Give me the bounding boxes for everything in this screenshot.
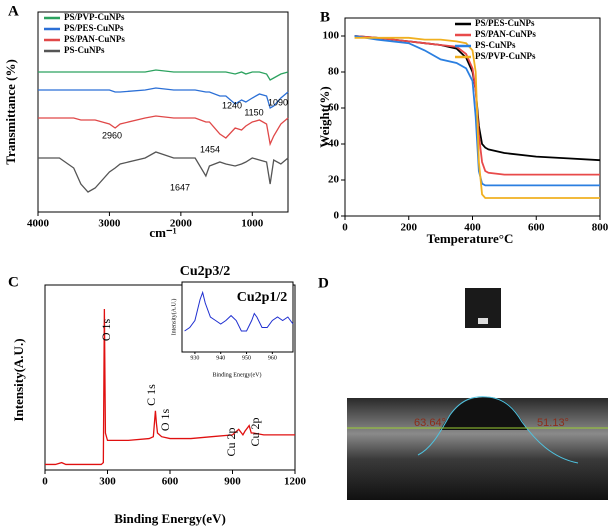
y-axis-label: Intensity(A.U.) bbox=[170, 299, 177, 336]
peak-label: Cu 2p bbox=[224, 427, 238, 456]
panel-label: D bbox=[318, 275, 329, 291]
peak-label: O 1s bbox=[158, 409, 172, 432]
y-tick-label: 0 bbox=[334, 210, 340, 222]
y-tick-label: 60 bbox=[328, 102, 340, 114]
droplet bbox=[440, 397, 528, 430]
annotation: 1647 bbox=[170, 182, 190, 192]
x-tick-label: 200 bbox=[401, 222, 418, 234]
x-tick-label: 800 bbox=[592, 222, 609, 234]
annotation: 1454 bbox=[200, 144, 220, 154]
x-axis-label: Temperature°C bbox=[427, 231, 514, 246]
peak-label: O 1s bbox=[99, 319, 113, 342]
needle-tip bbox=[478, 318, 488, 324]
x-axis-label: Binding Energy(eV) bbox=[114, 511, 226, 526]
y-tick-label: 100 bbox=[323, 30, 340, 42]
series-line bbox=[38, 69, 289, 81]
legend-label: PS/PES-CuNPs bbox=[475, 18, 535, 28]
x-tick-label: 950 bbox=[242, 355, 251, 361]
y-axis-label: Weight(%) bbox=[317, 86, 332, 147]
legend-label: PS/PAN-CuNPs bbox=[475, 29, 536, 39]
series-line bbox=[354, 35, 600, 187]
x-tick-label: 0 bbox=[342, 222, 348, 234]
annotation: Cu2p1/2 bbox=[237, 290, 288, 305]
x-tick-label: 600 bbox=[162, 476, 179, 488]
left-angle: 63.64° bbox=[414, 417, 446, 429]
x-tick-label: 0 bbox=[42, 476, 48, 488]
x-tick-label: 600 bbox=[528, 222, 545, 234]
x-axis-label: Binding Energy(eV) bbox=[212, 371, 261, 378]
series-line bbox=[38, 115, 289, 147]
y-tick-label: 80 bbox=[328, 66, 340, 78]
series-line bbox=[38, 87, 289, 109]
legend-label: PS-CuNPs bbox=[475, 40, 516, 50]
annotation: 2960 bbox=[102, 130, 122, 140]
panel-label: A bbox=[8, 3, 19, 19]
x-tick-label: 960 bbox=[268, 355, 277, 361]
y-tick-label: 20 bbox=[328, 174, 340, 186]
plot-frame bbox=[344, 17, 601, 217]
x-tick-label: 930 bbox=[190, 355, 199, 361]
annotation: 1090 bbox=[268, 97, 288, 107]
legend-label: PS-CuNPs bbox=[64, 45, 105, 55]
x-axis-label: cm⁻¹ bbox=[149, 225, 176, 240]
plot-frame bbox=[37, 11, 289, 213]
legend-label: PS/PVP-CuNPs bbox=[475, 51, 536, 61]
panel-label: B bbox=[320, 9, 330, 25]
panel-label: C bbox=[8, 274, 19, 290]
annotation: 1150 bbox=[244, 107, 263, 117]
x-tick-label: 1000 bbox=[241, 218, 264, 230]
peak-label: Cu 2p bbox=[248, 417, 262, 446]
legend-label: PS/PAN-CuNPs bbox=[64, 34, 125, 44]
series-line bbox=[38, 151, 289, 193]
x-tick-label: 3000 bbox=[98, 218, 121, 230]
peak-label: C 1s bbox=[144, 384, 158, 406]
x-tick-label: 940 bbox=[216, 355, 225, 361]
x-tick-label: 300 bbox=[99, 476, 116, 488]
y-axis-label: Transmittance (%) bbox=[3, 59, 18, 165]
x-tick-label: 1200 bbox=[284, 476, 307, 488]
plot-frame bbox=[181, 281, 294, 353]
legend-label: PS/PES-CuNPs bbox=[64, 23, 124, 33]
y-tick-label: 40 bbox=[328, 138, 340, 150]
x-tick-label: 900 bbox=[224, 476, 241, 488]
legend-label: PS/PVP-CuNPs bbox=[64, 12, 125, 22]
series-line bbox=[354, 36, 600, 199]
y-axis-label: Intensity(A.U.) bbox=[11, 338, 26, 421]
annotation: 1240 bbox=[222, 100, 242, 110]
x-tick-label: 400 bbox=[464, 222, 481, 234]
contact-angle-image: 63.64° 51.13° D bbox=[318, 275, 608, 500]
right-angle: 51.13° bbox=[537, 417, 569, 429]
series-line bbox=[184, 290, 294, 332]
x-tick-label: 4000 bbox=[27, 218, 50, 230]
annotation: Cu2p3/2 bbox=[180, 264, 231, 279]
x-tick-label: 2000 bbox=[170, 218, 193, 230]
series-line bbox=[45, 309, 295, 466]
